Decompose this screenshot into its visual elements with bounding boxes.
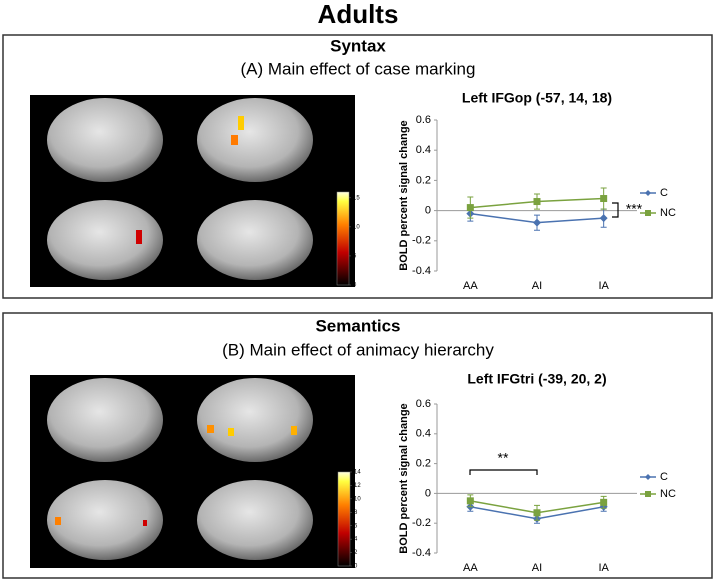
colorbar-tick-label: 0	[354, 564, 358, 570]
y-tick-label: 0	[425, 205, 431, 217]
y-tick-label: -0.4	[412, 547, 431, 559]
y-tick-label: 0.4	[416, 144, 431, 156]
colorbar-tick-label: 12	[354, 483, 361, 489]
colorbar-tick-label: 2	[354, 550, 358, 556]
colorbar-tick-label: 14	[354, 470, 361, 476]
marker	[600, 498, 608, 506]
x-tick-label: AA	[463, 280, 478, 292]
y-tick-label: 0.2	[416, 458, 431, 470]
y-tick-label: 0.6	[416, 398, 431, 410]
panel-heading: Syntax	[330, 36, 386, 55]
y-axis-label: BOLD percent signal change	[398, 120, 410, 270]
significance-bracket	[469, 469, 538, 475]
legend-label: C	[660, 471, 668, 483]
significance-bracket	[612, 202, 619, 218]
y-tick-label: 0.6	[416, 114, 431, 126]
colorbar-tick-label: 6	[354, 523, 358, 529]
chart-title: Left IFGtri (-39, 20, 2)	[467, 371, 606, 387]
colorbar-label: F value	[328, 462, 352, 469]
y-tick-label: 0.2	[416, 174, 431, 186]
legend-marker	[645, 190, 651, 196]
colorbar	[336, 191, 350, 286]
marker	[533, 509, 541, 517]
marker	[466, 204, 474, 212]
legend-label: C	[660, 187, 668, 199]
colorbar-tick-label: 4	[354, 537, 358, 543]
chart-title: Left IFGop (-57, 14, 18)	[462, 90, 612, 106]
colorbar-tick-label: 0	[353, 283, 357, 289]
significance-label: ***	[626, 201, 643, 217]
x-tick-label: AI	[532, 280, 542, 292]
figure-title: Adults	[318, 0, 399, 29]
colorbar-label: F value	[327, 182, 351, 189]
marker	[600, 195, 608, 203]
y-tick-label: 0.4	[416, 428, 431, 440]
brain-image	[30, 95, 355, 287]
brain-image	[30, 375, 355, 568]
y-axis-label: BOLD percent signal change	[398, 403, 410, 553]
legend-label: NC	[660, 207, 676, 219]
colorbar-tick-label: 10	[353, 224, 360, 230]
marker	[599, 214, 608, 223]
x-tick-label: IA	[598, 280, 609, 292]
marker	[466, 497, 474, 505]
panel-subheading: (B) Main effect of animacy hierarchy	[222, 340, 494, 359]
legend-label: NC	[660, 488, 676, 500]
y-tick-label: 0	[425, 487, 431, 499]
colorbar-tick-label: 8	[354, 510, 358, 516]
marker	[533, 198, 541, 206]
y-tick-label: -0.2	[412, 235, 431, 247]
x-tick-label: AI	[532, 562, 542, 574]
y-tick-label: -0.2	[412, 517, 431, 529]
marker	[533, 218, 541, 227]
panel-frame	[2, 312, 713, 579]
legend-marker	[645, 491, 651, 497]
x-tick-label: IA	[598, 562, 609, 574]
x-tick-label: AA	[463, 562, 478, 574]
colorbar-tick-label: 5	[353, 254, 357, 260]
legend-marker	[645, 210, 651, 216]
colorbar-tick-label: 15	[353, 195, 360, 201]
panel-frame	[2, 34, 713, 299]
colorbar-tick-label: 10	[354, 496, 361, 502]
panel-heading: Semantics	[315, 316, 400, 335]
legend-marker	[645, 474, 651, 480]
panel-subheading: (A) Main effect of case marking	[241, 59, 476, 78]
y-tick-label: -0.4	[412, 265, 431, 277]
colorbar	[337, 471, 351, 567]
significance-label: **	[498, 450, 509, 466]
